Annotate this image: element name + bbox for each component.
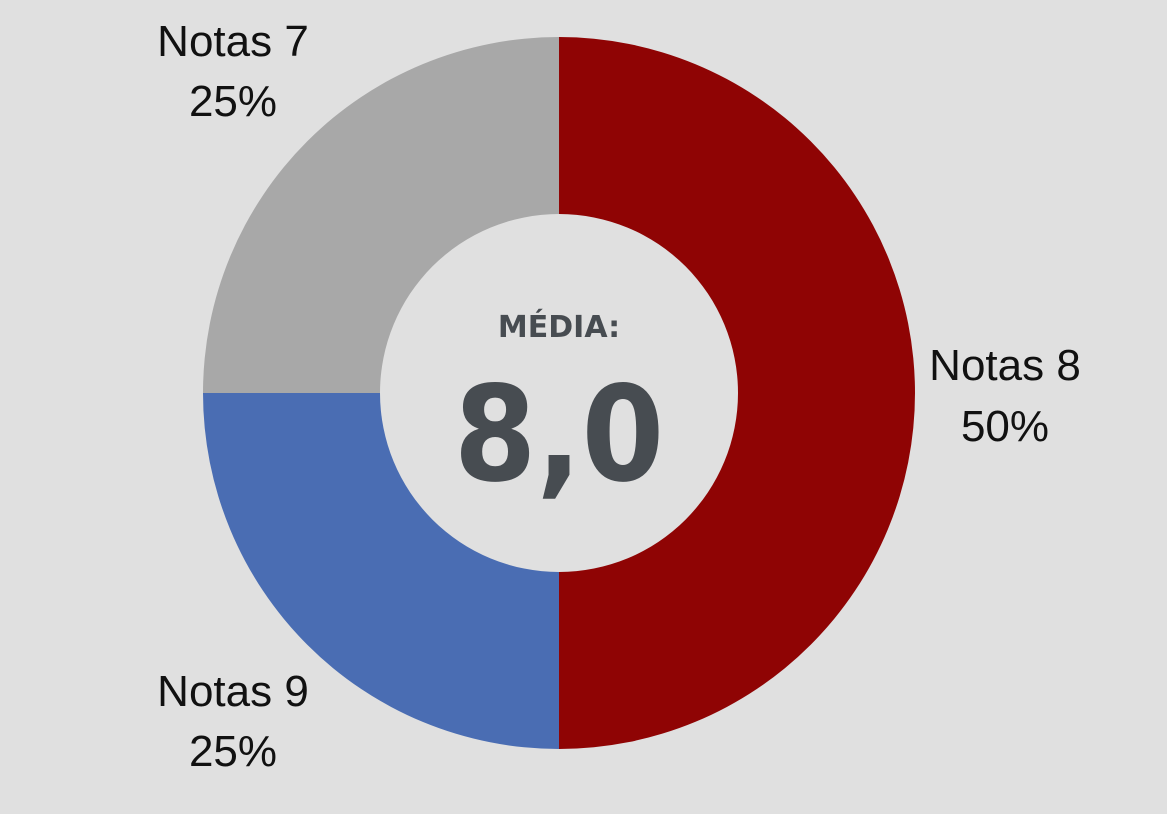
center-caption: MÉDIA: bbox=[498, 309, 620, 345]
slice-value-label: 25% bbox=[189, 727, 277, 776]
slice-name-label: Notas 8 bbox=[929, 341, 1081, 390]
slice-notas-9 bbox=[203, 393, 559, 749]
slice-notas-8 bbox=[559, 37, 915, 749]
slice-value-label: 25% bbox=[189, 77, 277, 126]
center-value: 8,0 bbox=[454, 358, 664, 512]
slice-name-label: Notas 7 bbox=[157, 17, 309, 66]
slice-notas-7 bbox=[203, 37, 559, 393]
slice-value-label: 50% bbox=[961, 402, 1049, 451]
labels-group: Notas 8 50% Notas 9 25% Notas 7 25% bbox=[157, 17, 1081, 776]
slice-name-label: Notas 9 bbox=[157, 667, 309, 716]
slices-group bbox=[203, 37, 915, 749]
